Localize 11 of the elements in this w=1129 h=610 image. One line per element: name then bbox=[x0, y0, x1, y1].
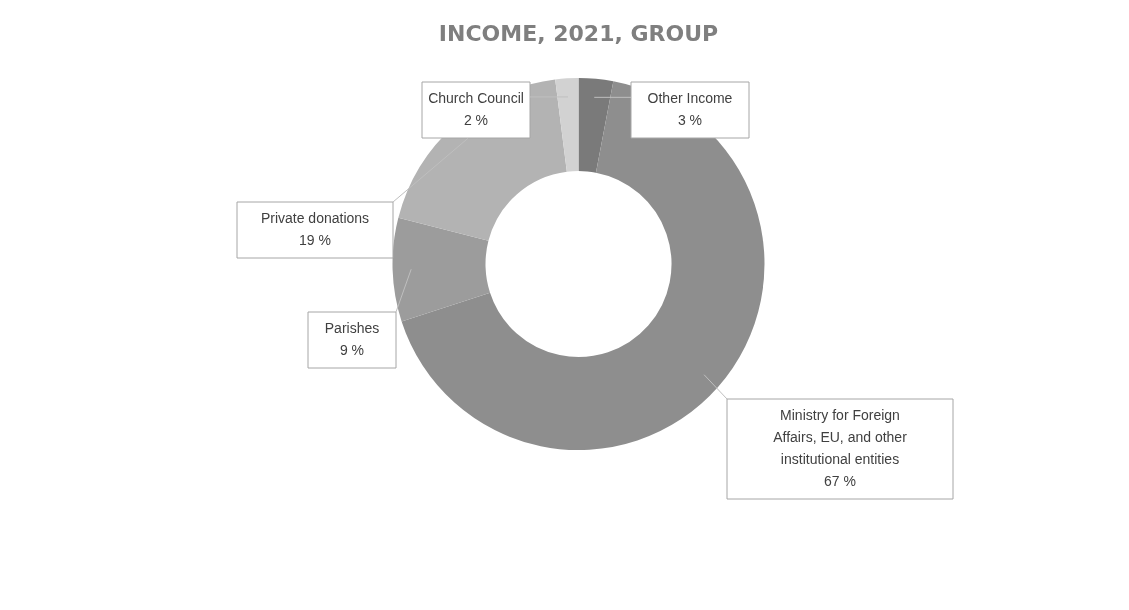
slice-label: Parishes bbox=[324, 319, 380, 336]
chart-title: INCOME, 2021, GROUP bbox=[438, 20, 719, 46]
slice-label: Ministry for Foreign Affairs, EU, and other institutional entities bbox=[773, 406, 908, 467]
data-label: 19 % bbox=[299, 231, 331, 248]
data-label: 67 % bbox=[824, 472, 856, 489]
data-label: 3 % bbox=[677, 111, 703, 128]
slice-label: Other Income bbox=[647, 89, 733, 106]
slice-label: Private donations bbox=[260, 209, 370, 226]
data-label: 2 % bbox=[463, 111, 489, 128]
slice-label: Church Council bbox=[428, 89, 524, 106]
data-label: 9 % bbox=[339, 341, 365, 358]
